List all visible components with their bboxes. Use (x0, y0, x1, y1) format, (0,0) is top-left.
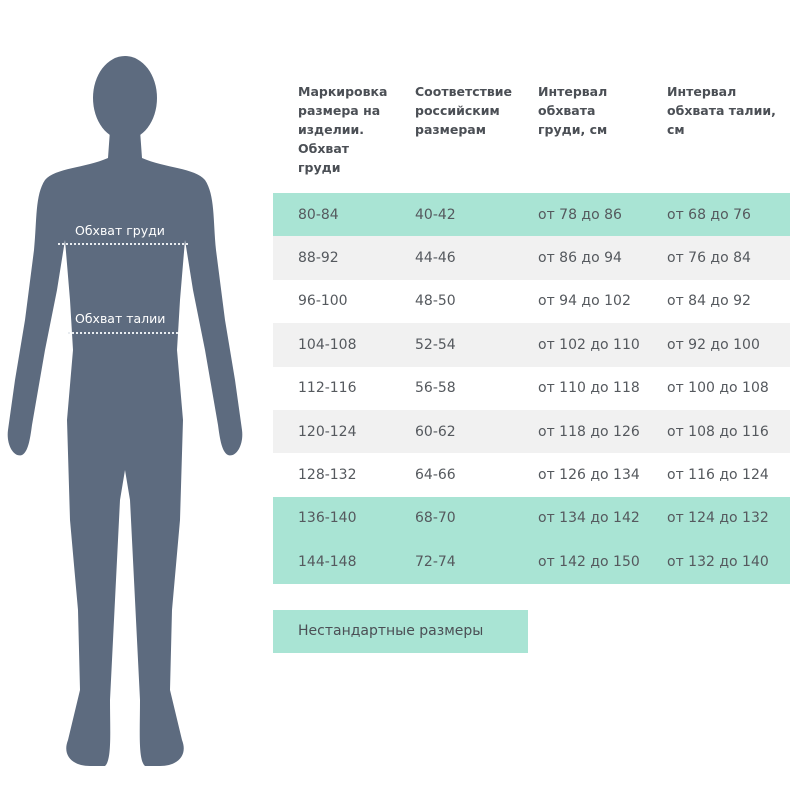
table-row: 144-148 72-74 от 142 до 150 от 132 до 140 (273, 540, 790, 584)
table-cell: от 132 до 140 (667, 553, 769, 570)
table-cell: от 78 до 86 (538, 206, 622, 223)
table-cell: от 142 до 150 (538, 553, 640, 570)
waist-line (68, 332, 178, 334)
table-cell: 128-132 (298, 467, 357, 484)
table-row: 120-124 60-62 от 118 до 126 от 108 до 116 (273, 409, 790, 454)
nonstandard-sizes-legend: Нестандартные размеры (273, 610, 528, 653)
header-marking: Маркировка размера на изделии. Обхват гр… (298, 84, 388, 175)
table-cell: от 84 до 92 (667, 293, 751, 310)
table-cell: от 126 до 134 (538, 467, 640, 484)
table-cell: 120-124 (298, 423, 357, 440)
table-row: 104-108 52-54 от 102 до 110 от 92 до 100 (273, 323, 790, 367)
table-cell: 64-66 (415, 467, 456, 484)
table-cell: 60-62 (415, 423, 456, 440)
table-cell: 52-54 (415, 336, 456, 353)
table-row: 96-100 48-50 от 94 до 102 от 84 до 92 (273, 279, 790, 324)
table-cell: от 68 до 76 (667, 206, 751, 223)
table-cell: 68-70 (415, 510, 456, 527)
header-russian-size: Соответствие российским размерам (415, 84, 513, 137)
table-cell: от 94 до 102 (538, 293, 631, 310)
table-cell: 44-46 (415, 250, 456, 267)
table-row: 80-84 40-42 от 78 до 86 от 68 до 76 (273, 193, 790, 237)
header-chest-range: Интервал обхвата груди, см (538, 84, 608, 137)
table-cell: от 134 до 142 (538, 510, 640, 527)
table-row: 88-92 44-46 от 86 до 94 от 76 до 84 (273, 236, 790, 280)
table-cell: от 124 до 132 (667, 510, 769, 527)
table-cell: 40-42 (415, 206, 456, 223)
table-cell: от 92 до 100 (667, 336, 760, 353)
table-cell: 88-92 (298, 250, 339, 267)
chest-label: Обхват груди (75, 223, 165, 238)
table-row: 136-140 68-70 от 134 до 142 от 124 до 132 (273, 496, 790, 541)
table-row: 128-132 64-66 от 126 до 134 от 116 до 124 (273, 453, 790, 497)
table-cell: 96-100 (298, 293, 348, 310)
table-cell: 72-74 (415, 553, 456, 570)
table-cell: от 100 до 108 (667, 380, 769, 397)
table-cell: от 86 до 94 (538, 250, 622, 267)
table-cell: от 118 до 126 (538, 423, 640, 440)
table-cell: 144-148 (298, 553, 357, 570)
table-cell: от 116 до 124 (667, 467, 769, 484)
body-silhouette-icon (7, 56, 243, 766)
table-cell: 48-50 (415, 293, 456, 310)
table-cell: от 110 до 118 (538, 380, 640, 397)
table-header: Маркировка размера на изделии. Обхват гр… (273, 78, 790, 193)
chest-line (58, 243, 188, 245)
table-cell: 104-108 (298, 336, 357, 353)
waist-label: Обхват талии (75, 311, 166, 326)
table-cell: 80-84 (298, 206, 339, 223)
table-cell: от 108 до 116 (667, 423, 769, 440)
table-cell: 112-116 (298, 380, 357, 397)
size-table: Маркировка размера на изделии. Обхват гр… (273, 78, 790, 584)
table-cell: от 102 до 110 (538, 336, 640, 353)
table-cell: от 76 до 84 (667, 250, 751, 267)
table-cell: 136-140 (298, 510, 357, 527)
header-waist-range: Интервал обхвата талии, см (667, 84, 776, 137)
table-cell: 56-58 (415, 380, 456, 397)
table-row: 112-116 56-58 от 110 до 118 от 100 до 108 (273, 366, 790, 410)
